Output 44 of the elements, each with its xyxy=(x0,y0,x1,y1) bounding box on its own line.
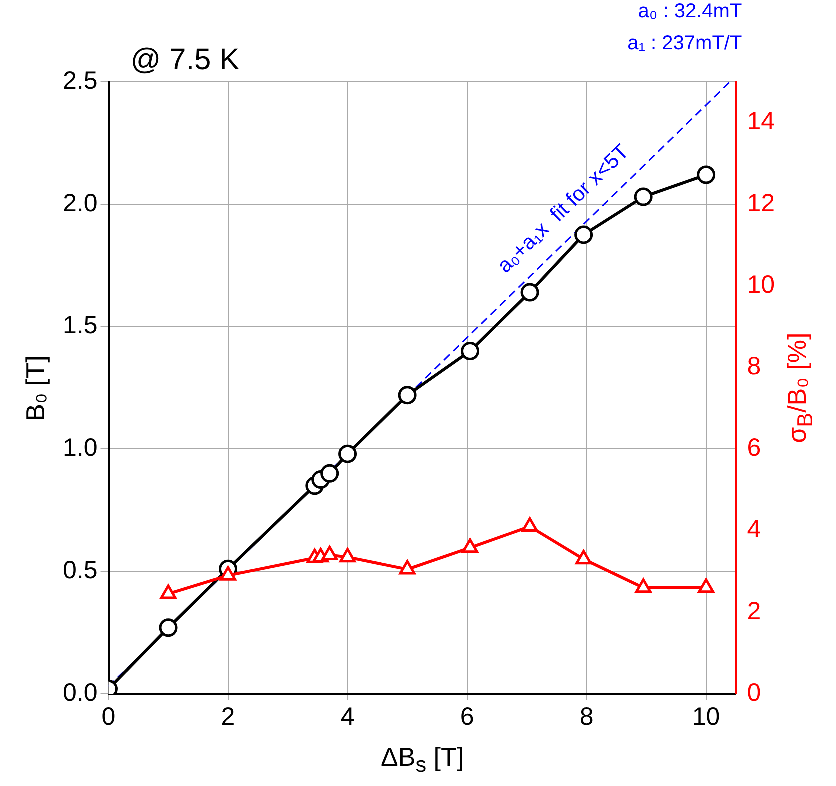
text: a₀ : 32.4mT xyxy=(638,0,742,23)
text: @ 7.5 K xyxy=(130,43,240,76)
x-axis-title: ΔB$_{s}$ [T] xyxy=(380,742,464,778)
point xyxy=(220,566,236,581)
y2-tick-label: 4 xyxy=(747,516,762,544)
point xyxy=(338,444,358,464)
point xyxy=(698,578,714,594)
point xyxy=(461,342,480,361)
y2-tick-label: 8 xyxy=(747,352,762,380)
point xyxy=(462,538,478,554)
point xyxy=(340,548,356,563)
y-axis-title: B₀ [T] xyxy=(20,355,51,421)
x-tick-label: 6 xyxy=(460,702,474,731)
x-tick-label: 2 xyxy=(221,702,236,731)
point xyxy=(159,618,178,638)
point xyxy=(520,283,540,302)
y2-tick-label: 14 xyxy=(747,108,776,136)
y-tick-label: 0.5 xyxy=(62,556,98,584)
y2-tick-label: 6 xyxy=(747,434,762,462)
y-tick-label: 0.0 xyxy=(62,678,98,707)
point xyxy=(576,550,592,565)
y2-tick-label: 12 xyxy=(747,189,776,218)
x-tick-label: 4 xyxy=(340,702,355,731)
point xyxy=(634,188,653,206)
text: a₁ : 237mT/T xyxy=(628,32,742,55)
y2-tick-label: 2 xyxy=(747,597,762,626)
y-tick-label: 2.5 xyxy=(62,66,98,95)
point xyxy=(320,464,340,483)
x-tick-label: 0 xyxy=(102,702,116,731)
point xyxy=(322,546,338,561)
y-tick-label: 1.5 xyxy=(62,312,98,340)
point xyxy=(398,386,417,405)
x-tick-label: 8 xyxy=(580,702,594,731)
y2-tick-label: 10 xyxy=(747,270,776,299)
point xyxy=(522,517,538,532)
point xyxy=(160,584,177,600)
point xyxy=(574,226,594,244)
point xyxy=(635,578,652,594)
point xyxy=(697,166,716,184)
y-tick-label: 2.0 xyxy=(62,189,98,218)
y-tick-label: 1.0 xyxy=(62,434,98,462)
point xyxy=(399,560,416,575)
x-tick-label: 10 xyxy=(692,702,720,731)
y2-tick-label: 0 xyxy=(747,678,762,707)
